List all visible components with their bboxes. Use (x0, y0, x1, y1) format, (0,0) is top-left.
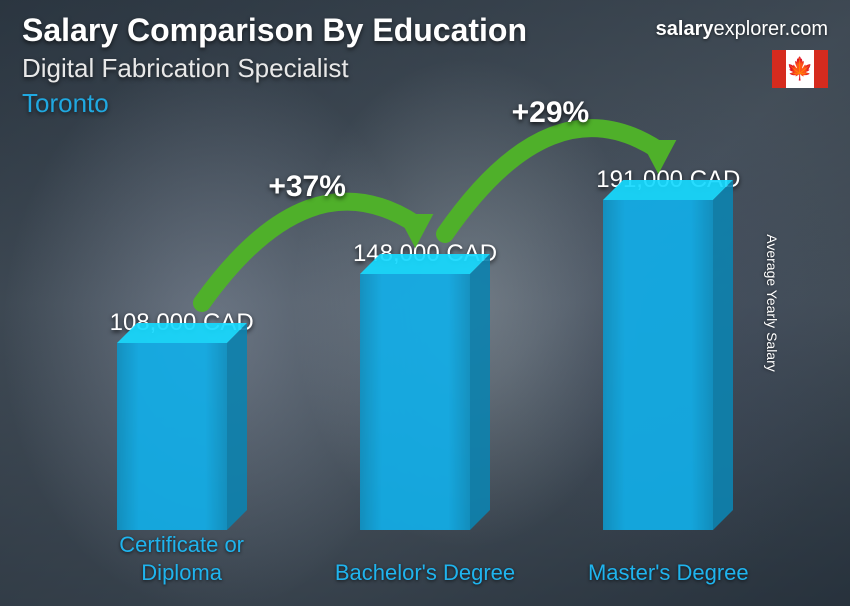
brand-rest: explorer.com (714, 18, 829, 40)
bar-front-face (603, 200, 713, 530)
bar-top-face (603, 180, 733, 200)
bars-container: 108,000 CAD Certificate or Diploma 148,0… (60, 140, 790, 530)
bar-label: Master's Degree (568, 559, 768, 587)
job-subtitle: Digital Fabrication Specialist (22, 53, 828, 84)
brand-bold: salary (656, 18, 714, 40)
bar-front-face (117, 343, 227, 530)
location-label: Toronto (22, 88, 828, 119)
bar-group: 148,000 CAD Bachelor's Degree (335, 240, 515, 530)
bar-front-face (360, 274, 470, 530)
bar-chart: 108,000 CAD Certificate or Diploma 148,0… (60, 140, 790, 586)
flag-right-band (814, 50, 828, 88)
bar-side-face (713, 180, 733, 530)
bar-3d (603, 200, 733, 530)
bar-top-face (117, 323, 247, 343)
maple-leaf-icon: 🍁 (786, 58, 813, 80)
bar-group: 191,000 CAD Master's Degree (578, 166, 758, 530)
bar-side-face (227, 323, 247, 530)
canada-flag-icon: 🍁 (772, 50, 828, 88)
bar-3d (360, 274, 490, 530)
flag-center: 🍁 (786, 50, 814, 88)
bar-group: 108,000 CAD Certificate or Diploma (92, 309, 272, 530)
bar-label: Bachelor's Degree (325, 559, 525, 587)
bar-label: Certificate or Diploma (82, 531, 282, 586)
bar-3d (117, 343, 247, 530)
flag-left-band (772, 50, 786, 88)
brand-watermark: salaryexplorer.com (656, 18, 828, 41)
bar-top-face (360, 254, 490, 274)
bar-side-face (470, 254, 490, 530)
